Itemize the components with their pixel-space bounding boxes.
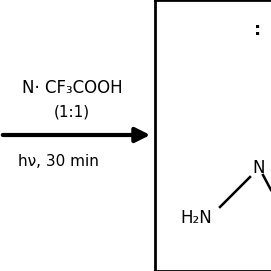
Text: N· CF₃COOH: N· CF₃COOH [22, 79, 122, 97]
Text: H₂N: H₂N [180, 209, 212, 227]
Text: hν, 30 min: hν, 30 min [18, 154, 98, 169]
Text: (1:1): (1:1) [54, 105, 90, 120]
Text: :: : [254, 21, 262, 39]
Text: N: N [253, 159, 265, 177]
